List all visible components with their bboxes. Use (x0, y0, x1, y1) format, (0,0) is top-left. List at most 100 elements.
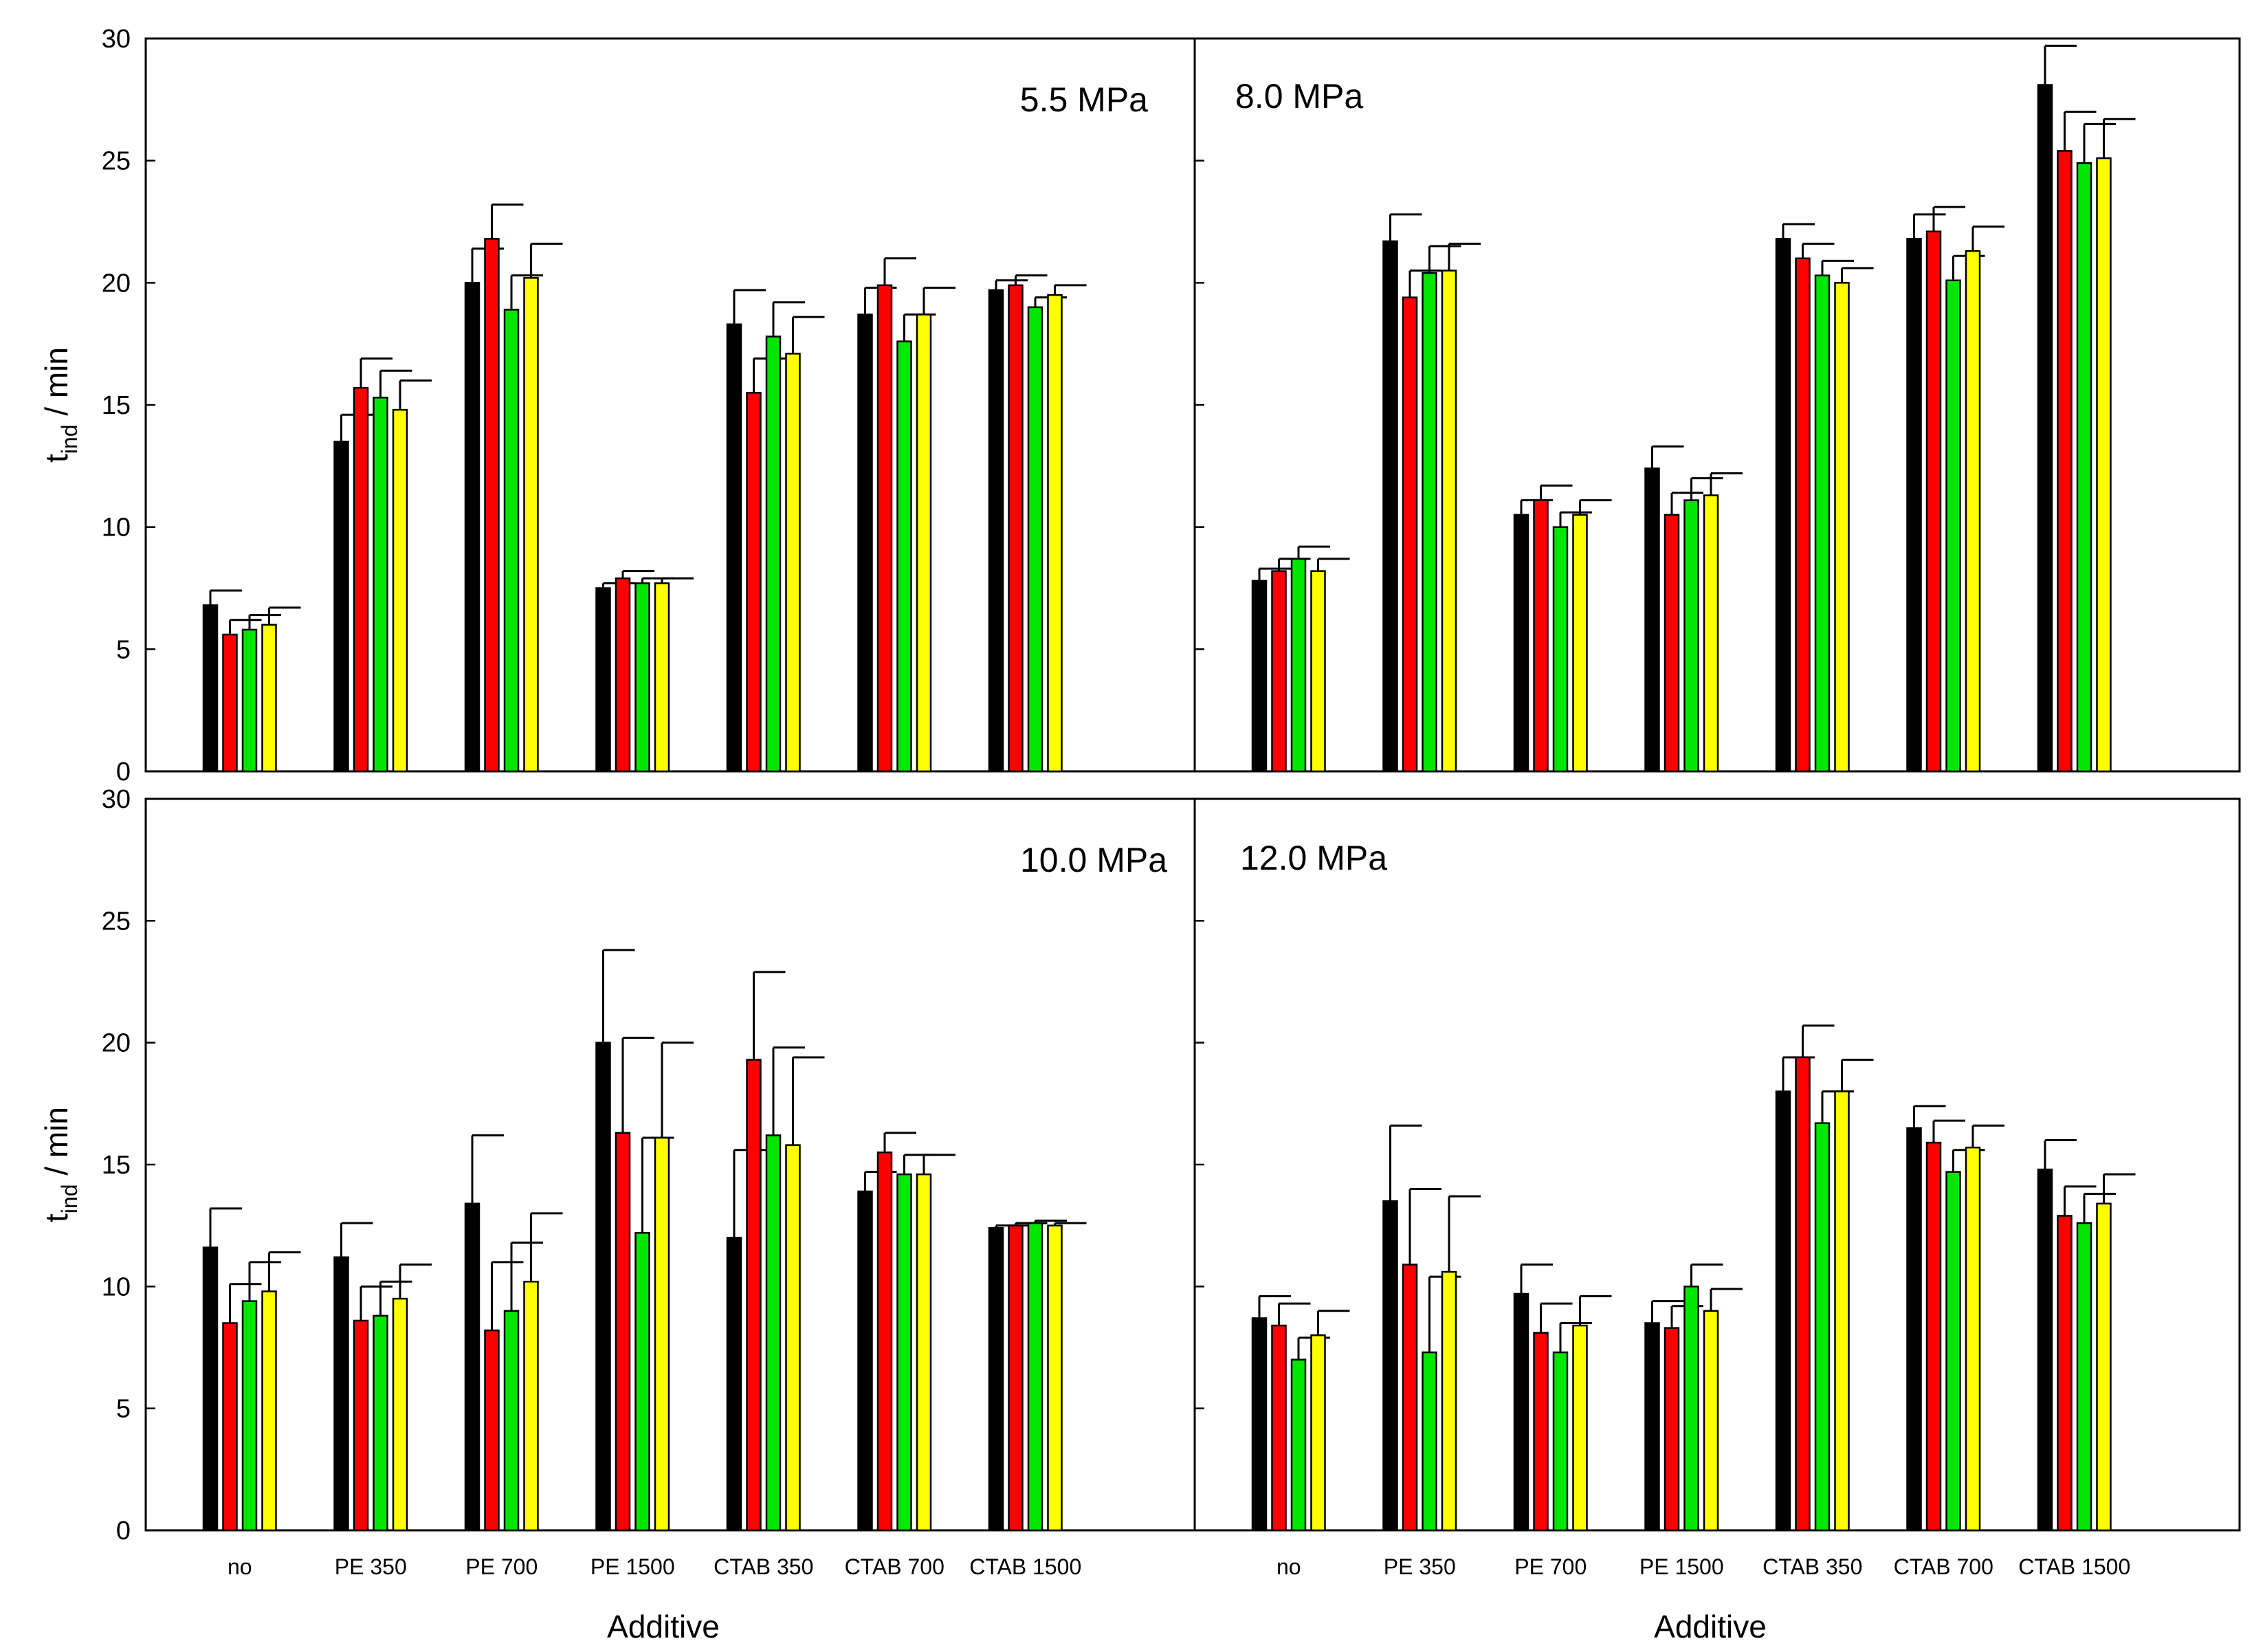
y-tick-label: 0 (116, 758, 131, 786)
bar-pe-350-s1 (333, 441, 349, 773)
bar-ctab-1500-s1 (2037, 1168, 2053, 1532)
y-tick-label: 10 (102, 1273, 131, 1301)
category-label: PE 700 (1514, 1554, 1587, 1579)
y-axis-title-sub: ind (57, 1184, 82, 1213)
bar-no-s2 (1271, 570, 1287, 773)
bar-ctab-1500-s4 (2096, 157, 2112, 773)
y-tick-label: 30 (102, 785, 131, 814)
bar-no-s3 (1290, 1358, 1307, 1532)
bar-no-s2 (1271, 1324, 1287, 1532)
bar-ctab-700-s1 (857, 1190, 873, 1532)
y-tick-label: 20 (102, 269, 131, 298)
y-tick-label: 10 (102, 514, 131, 542)
bar-pe-1500-s4 (654, 582, 670, 773)
bar-ctab-350-s4 (785, 353, 801, 773)
bar-no-s1 (1251, 1317, 1268, 1532)
category-label: no (228, 1554, 252, 1579)
bar-pe-1500-s3 (1683, 1286, 1699, 1532)
panel-title: 10.0 MPa (1020, 841, 1167, 879)
bar-pe-700-s1 (1513, 514, 1529, 773)
bar-ctab-1500-s2 (2057, 1215, 2073, 1532)
bar-ctab-350-s3 (1814, 274, 1831, 773)
bar-no-s4 (261, 624, 277, 773)
bar-ctab-700-s2 (1925, 230, 1942, 773)
bar-pe-350-s4 (1441, 1270, 1457, 1532)
category-label: PE 350 (335, 1554, 407, 1579)
bar-ctab-700-s4 (1965, 250, 1981, 773)
bar-ctab-1500-s3 (1027, 1222, 1043, 1532)
bar-pe-1500-s4 (1703, 494, 1719, 773)
bar-ctab-1500-s3 (2076, 1222, 2092, 1532)
bar-ctab-1500-s2 (1008, 284, 1024, 773)
bar-ctab-1500-s4 (2096, 1202, 2112, 1532)
panel-title: 5.5 MPa (1020, 80, 1148, 119)
bar-pe-1500-s1 (1644, 1322, 1660, 1532)
bar-pe-700-s2 (484, 1329, 500, 1532)
category-label: PE 700 (465, 1554, 538, 1579)
bar-ctab-700-s2 (876, 284, 893, 773)
x-axis-title: Additive (1654, 1609, 1767, 1644)
bar-pe-700-s2 (1533, 1332, 1549, 1532)
bar-ctab-350-s2 (746, 1059, 762, 1532)
bar-ctab-700-s1 (1906, 1127, 1922, 1532)
bar-pe-700-s2 (1533, 499, 1549, 773)
bar-pe-350-s4 (392, 1297, 408, 1532)
category-label: CTAB 350 (1763, 1554, 1862, 1579)
bar-no-s3 (241, 628, 258, 773)
category-label: PE 1500 (1639, 1554, 1724, 1579)
panel-title: 8.0 MPa (1235, 77, 1363, 115)
bar-ctab-700-s3 (1945, 279, 1961, 773)
bar-ctab-1500-s4 (1047, 1224, 1063, 1532)
category-label: CTAB 1500 (969, 1554, 1081, 1579)
y-tick-label: 5 (116, 635, 131, 664)
bar-ctab-350-s3 (765, 335, 782, 773)
bar-pe-350-s4 (1441, 269, 1457, 773)
y-axis-title: tind / min (38, 347, 82, 463)
bar-pe-1500-s2 (1664, 1327, 1680, 1532)
bar-pe-1500-s3 (634, 1232, 650, 1532)
category-label: CTAB 700 (1894, 1554, 1993, 1579)
bar-ctab-350-s3 (765, 1134, 782, 1532)
bar-ctab-1500-s1 (988, 289, 1004, 773)
bar-pe-700-s4 (523, 276, 539, 773)
bar-ctab-350-s2 (1795, 257, 1811, 773)
bar-pe-1500-s1 (595, 587, 611, 773)
bar-ctab-700-s3 (896, 340, 912, 773)
bar-ctab-1500-s4 (1047, 294, 1063, 773)
bar-pe-700-s3 (503, 309, 520, 773)
bar-no-s4 (1310, 570, 1326, 773)
bar-pe-700-s1 (1513, 1292, 1529, 1532)
bar-ctab-700-s1 (1906, 238, 1922, 773)
bar-pe-1500-s2 (615, 577, 631, 773)
bar-no-s2 (222, 1322, 238, 1532)
bar-pe-1500-s3 (634, 582, 650, 773)
bar-ctab-350-s2 (746, 391, 762, 773)
bar-pe-700-s2 (484, 238, 500, 773)
bar-pe-350-s3 (1422, 272, 1437, 773)
bar-pe-1500-s4 (654, 1136, 670, 1532)
y-tick-label: 25 (102, 147, 131, 176)
bar-ctab-1500-s3 (1027, 306, 1043, 773)
panel-4: no PE 350 PE 700 PE 1500 CTAB 350 CTAB 700 CTA… (1193, 797, 2241, 1644)
category-label: CTAB 1500 (2018, 1554, 2130, 1579)
bar-ctab-700-s4 (916, 313, 932, 773)
bar-pe-1500-s2 (615, 1132, 631, 1532)
bar-no-s1 (202, 604, 219, 773)
y-tick-label: 30 (102, 25, 131, 54)
bar-ctab-350-s1 (726, 1237, 742, 1532)
panel-1: 0 5 10 15 20 25 30 5.5 MPa tind / min (38, 25, 1196, 786)
bar-no-s3 (1290, 558, 1307, 773)
bar-ctab-350-s2 (1795, 1056, 1811, 1532)
bar-pe-350-s1 (1382, 1200, 1398, 1532)
y-tick-label: 5 (116, 1395, 131, 1424)
category-label: PE 350 (1384, 1554, 1456, 1579)
y-tick-label: 20 (102, 1029, 131, 1058)
bar-pe-350-s2 (1402, 296, 1418, 773)
bar-ctab-700-s3 (896, 1173, 912, 1532)
bar-ctab-1500-s2 (1008, 1224, 1024, 1532)
bar-ctab-700-s2 (876, 1152, 893, 1532)
y-axis-title-main: t (38, 454, 74, 463)
bar-ctab-1500-s3 (2076, 162, 2092, 773)
panel-3: 0 5 10 15 20 25 30 no PE 350 PE 700 PE 1500 CTAB 35… (38, 785, 1196, 1644)
